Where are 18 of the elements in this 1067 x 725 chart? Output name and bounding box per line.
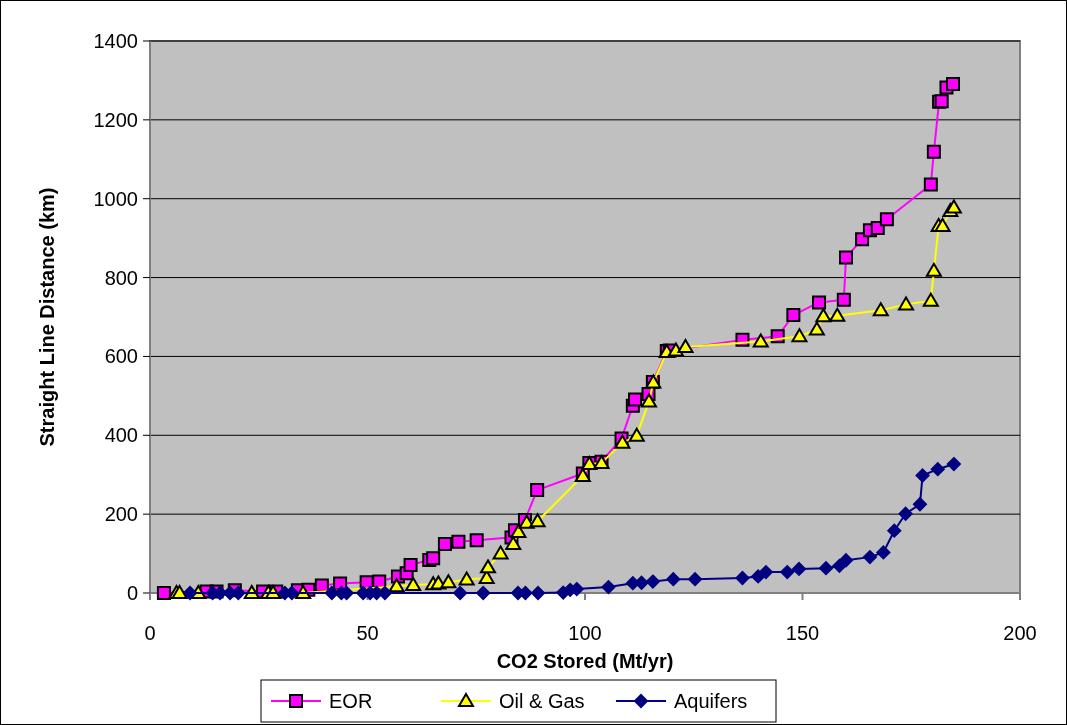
x-axis-title: CO2 Stored (Mt/yr) xyxy=(496,650,674,672)
legend-label: Aquifers xyxy=(674,690,748,712)
x-tick-label: 0 xyxy=(144,622,156,644)
y-tick-label: 600 xyxy=(104,345,138,368)
y-tick-label: 400 xyxy=(104,424,138,447)
y-tick-label: 1400 xyxy=(93,30,138,52)
y-tick-label: 800 xyxy=(104,266,138,289)
y-tick-label: 1000 xyxy=(93,187,138,210)
x-tick-label: 200 xyxy=(1003,622,1037,644)
y-axis-title: Straight Line Distance (km) xyxy=(36,187,58,447)
legend-label: Oil & Gas xyxy=(499,690,585,712)
y-tick-label: 1200 xyxy=(93,108,138,131)
x-tick-label: 50 xyxy=(356,622,379,644)
y-tick-label: 200 xyxy=(104,503,138,526)
legend-label: EOR xyxy=(329,690,373,712)
x-tick-label: 150 xyxy=(785,622,820,644)
y-tick-label: 0 xyxy=(126,582,138,604)
x-tick-label: 100 xyxy=(568,622,602,644)
